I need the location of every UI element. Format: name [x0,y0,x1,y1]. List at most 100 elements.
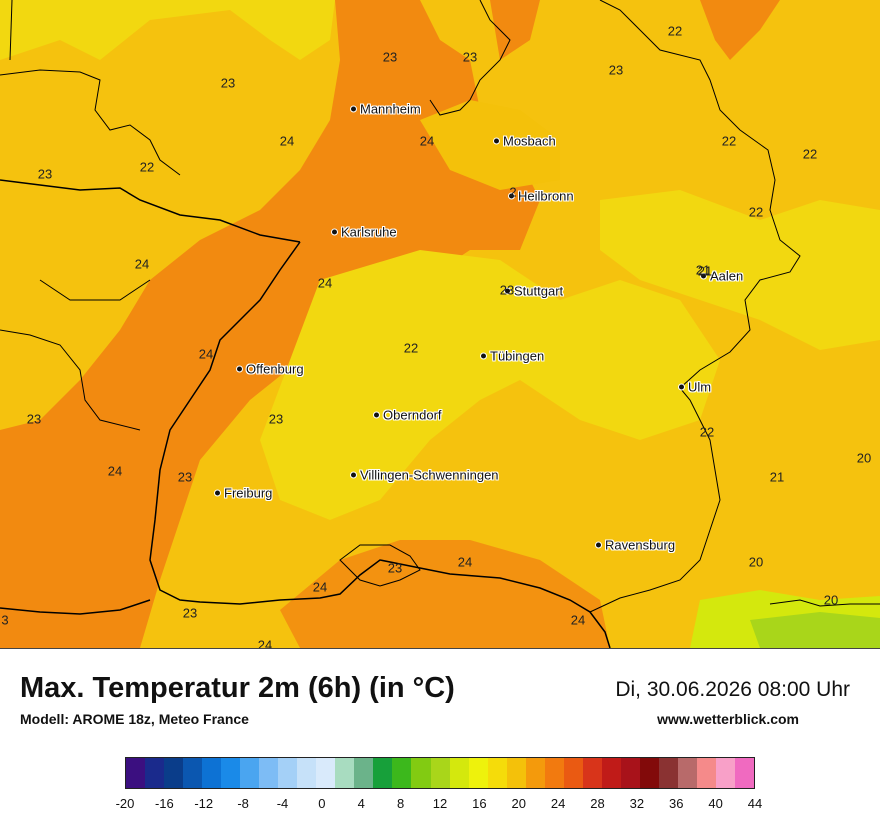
city-karlsruhe: Karlsruhe [331,225,397,240]
city-marker-icon [214,489,221,497]
city-ravensburg: Ravensburg [595,538,675,553]
city-label: Offenburg [246,361,304,377]
website-label: www.wetterblick.com [657,711,799,727]
temperature-value: 24 [134,256,150,272]
city-marker-icon [504,287,511,295]
legend-color-swatch [221,758,241,788]
temperature-value: 24 [419,133,435,149]
legend-color-swatch [639,758,659,788]
temperature-value: 22 [802,146,818,162]
legend-color-swatch [620,758,640,788]
temperature-value: 23 [26,411,42,427]
temperature-value: 20 [748,554,764,570]
legend-tick-label: 28 [590,796,605,811]
city-marker-icon [508,192,515,200]
temperature-value: 20 [823,592,839,608]
temperature-value: 3 [1,612,9,628]
city-label: Tübingen [490,348,545,364]
forecast-datetime: Di, 30.06.2026 08:00 Uhr [615,678,850,701]
legend-tick-label: -16 [154,796,174,811]
city-marker-icon [678,383,685,391]
model-subtitle: Modell: AROME 18z, Meteo France [20,711,249,727]
city-label: Heilbronn [518,188,574,204]
legend-tick-label: 36 [669,796,684,811]
city-mosbach: Mosbach [493,134,556,149]
city-tuebingen: Tübingen [480,349,544,364]
legend-tick-label: 4 [357,796,365,811]
city-marker-icon [236,365,243,373]
temperature-value: 24 [198,346,214,362]
city-offenburg: Offenburg [236,362,304,377]
temperature-value: 22 [139,159,155,175]
temperature-value: 20 [856,450,872,466]
legend-color-swatch [297,758,317,788]
temperature-value: 24 [317,275,333,291]
city-label: Villingen-Schwenningen [360,467,499,483]
legend-color-swatch [487,758,507,788]
city-label: Ulm [688,379,712,395]
temperature-value: 22 [748,204,764,220]
legend-color-swatch [544,758,564,788]
legend-color-swatch [677,758,697,788]
temperature-value: 22 [667,23,683,39]
legend-color-swatch [658,758,678,788]
temperature-value: 24 [570,612,586,628]
temperature-value: 21 [769,469,785,485]
temperature-value: 23 [608,62,624,78]
city-ulm: Ulm [678,380,711,395]
legend-color-swatch [259,758,279,788]
city-mannheim: Mannheim [350,102,421,117]
color-legend-bar [125,757,755,789]
temperature-value: 24 [257,637,273,649]
legend-color-swatch [278,758,298,788]
legend-color-swatch [449,758,469,788]
legend-color-swatch [145,758,165,788]
city-marker-icon [700,272,707,280]
legend-color-swatch [164,758,184,788]
legend-color-swatch [183,758,203,788]
legend-color-swatch [582,758,602,788]
city-label: Mosbach [503,133,556,149]
city-freiburg: Freiburg [214,486,272,501]
city-label: Stuttgart [514,283,564,299]
legend-color-swatch [335,758,355,788]
temperature-value: 23 [382,49,398,65]
legend-color-swatch [373,758,393,788]
temperature-value: 22 [721,133,737,149]
legend-color-swatch [735,758,755,788]
legend-color-swatch [392,758,412,788]
temperature-value: 21 [697,263,713,279]
city-aalen: Aalen [700,269,743,284]
legend-color-swatch [715,758,735,788]
city-marker-icon [493,137,500,145]
city-marker-icon [595,541,602,549]
map-canvas [0,0,880,648]
temperature-value: 24 [312,579,328,595]
temperature-value: 23 [220,75,236,91]
city-label: Ravensburg [605,537,676,553]
legend-color-swatch [563,758,583,788]
city-marker-icon [373,411,380,419]
legend-tick-label: -12 [194,796,214,811]
city-label: Mannheim [360,101,421,117]
legend-tick-label: 44 [747,796,763,811]
legend-color-swatch [240,758,260,788]
city-label: Karlsruhe [341,224,397,240]
city-marker-icon [480,352,487,360]
temperature-map: Mannheim Mosbach Heilbronn Karlsruhe Stu… [0,0,880,648]
temperature-value: 23 [268,411,284,427]
temperature-value: 2 [509,184,517,200]
legend-color-swatch [430,758,450,788]
temperature-value: 23 [462,49,478,65]
legend-tick-label: 12 [432,796,448,811]
temperature-value: 24 [107,463,123,479]
legend-tick-label: -20 [115,796,135,811]
legend-tick-label: 24 [550,796,566,811]
legend-tick-label: -8 [237,796,249,811]
map-footer [0,648,880,831]
city-oberndorf: Oberndorf [373,408,442,423]
temperature-value: 23 [177,469,193,485]
temperature-value: 23 [387,560,403,576]
city-marker-icon [350,105,357,113]
legend-color-swatch [354,758,374,788]
